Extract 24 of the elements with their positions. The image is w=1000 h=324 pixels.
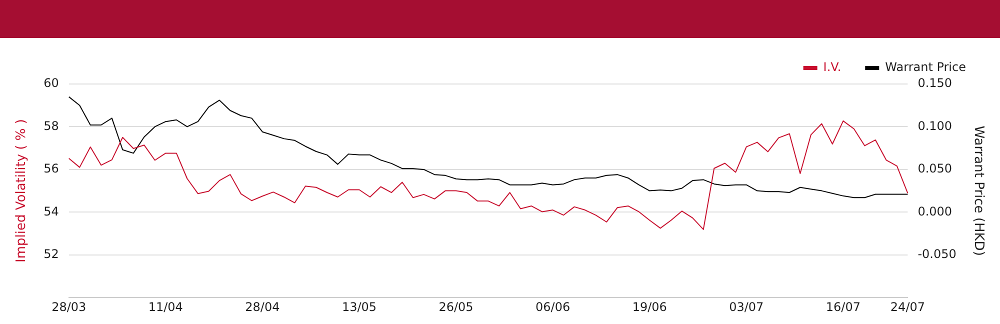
- y2-tick-label: -0.050: [918, 247, 956, 262]
- y2-tick-label: 0.150: [918, 76, 952, 90]
- y2-tick-label: 0.100: [918, 118, 952, 133]
- x-tick-label: 13/05: [342, 300, 377, 314]
- y2-tick-label: 0.050: [918, 162, 952, 176]
- x-tick-label: 19/06: [632, 300, 667, 314]
- x-tick-label: 26/05: [438, 300, 474, 314]
- x-tick-label: 24/07: [890, 300, 926, 314]
- y-tick-label: 54: [44, 204, 59, 218]
- y-tick-label: 58: [44, 118, 59, 133]
- x-tick-label: 03/07: [729, 300, 764, 314]
- y2-tick-label: 0.000: [918, 204, 952, 218]
- y2-axis-title: Warrant Price (HKD): [970, 126, 986, 256]
- x-tick-label: 28/03: [52, 300, 86, 314]
- y-tick-label: 56: [44, 162, 59, 176]
- x-tick-label: 28/04: [245, 300, 280, 314]
- y-tick-label: 60: [44, 76, 59, 90]
- x-tick-label: 11/04: [148, 300, 183, 314]
- x-tick-label: 06/06: [536, 300, 570, 314]
- x-tick-label: 16/07: [826, 300, 860, 314]
- legend-label: I.V.: [823, 60, 842, 74]
- y-tick-label: 52: [44, 247, 59, 262]
- legend-label: Warrant Price: [885, 60, 966, 74]
- y-axis-title: Implied Volatility ( % ): [14, 119, 30, 262]
